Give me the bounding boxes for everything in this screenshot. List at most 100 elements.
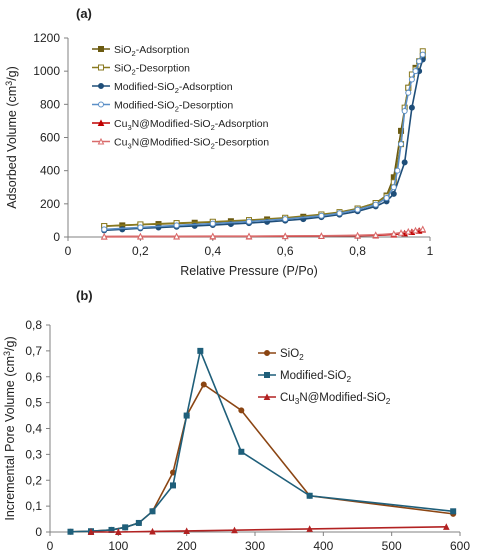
y-axis-title: Incremental Pore Volume (cm3/g)	[2, 336, 17, 520]
data-point	[408, 76, 415, 83]
x-tick-label: 100	[108, 539, 128, 550]
x-tick-label: 0,8	[349, 244, 366, 258]
data-point	[450, 508, 457, 515]
data-point	[412, 226, 419, 234]
legend-label: SiO2-Adsorption	[114, 44, 190, 58]
data-point	[398, 127, 405, 134]
series-3	[101, 51, 426, 233]
series-2	[87, 523, 450, 535]
x-tick-label: 0,4	[204, 244, 221, 258]
legend-label: Modified-SiO2	[280, 370, 351, 384]
data-point	[412, 68, 419, 75]
x-tick-label: 300	[245, 539, 265, 550]
y-tick-label: 0,8	[25, 318, 42, 332]
y-tick-label: 0,1	[25, 499, 42, 513]
y-tick-label: 600	[40, 131, 60, 145]
data-point	[238, 448, 245, 455]
data-point	[183, 527, 190, 534]
x-tick-label: 0,6	[277, 244, 294, 258]
y-tick-label: 0,7	[25, 344, 42, 358]
panel-a-label: (a)	[76, 6, 92, 21]
data-point	[390, 184, 397, 191]
legend-swatch-marker	[98, 64, 104, 71]
x-tick-label: 0	[65, 244, 72, 258]
data-point	[67, 528, 74, 535]
data-point	[401, 159, 408, 166]
data-point	[372, 231, 380, 238]
y-tick-label: 0,6	[25, 370, 42, 384]
x-tick-label: 200	[177, 539, 197, 550]
x-tick-label: 400	[313, 539, 333, 550]
data-point	[336, 210, 343, 217]
y-tick-label: 0	[35, 525, 42, 539]
data-point	[398, 141, 405, 148]
data-point	[170, 482, 176, 489]
legend-item: Cu3N@Modified-SiO2-Desorption	[92, 137, 269, 151]
series-line	[70, 348, 454, 533]
data-point	[173, 222, 180, 229]
legend-label: Modified-SiO2-Adsorption	[114, 81, 233, 95]
panel-b-chart: 0 100 200 300 400 500 600 0 0,1 0,2 0,3 0,4 0,5 0,6 0,…	[2, 318, 470, 553]
legend-swatch-marker	[97, 119, 105, 126]
panel-b-label: (b)	[76, 288, 93, 303]
data-point	[100, 232, 108, 240]
legend-label: SiO2	[280, 348, 304, 362]
data-point	[197, 347, 204, 354]
data-point	[282, 216, 289, 223]
data-point	[354, 206, 361, 213]
data-point	[137, 232, 144, 240]
series-1	[67, 347, 457, 535]
data-point	[209, 232, 217, 240]
y-tick-label: 200	[40, 197, 60, 211]
data-point	[238, 407, 245, 414]
data-point	[318, 212, 325, 219]
legend-label: Modified-SiO2-Desorption	[114, 100, 233, 114]
y-tick-label: 0,5	[25, 396, 42, 410]
legend-label: Cu3N@Modified-SiO2-Desorption	[114, 137, 269, 151]
x-tick-label: 500	[382, 539, 402, 550]
data-point	[209, 220, 216, 227]
data-point	[173, 232, 180, 240]
legend-item: SiO2-Adsorption	[92, 44, 190, 58]
data-point	[394, 167, 401, 174]
data-point	[135, 519, 142, 526]
data-point	[383, 195, 390, 202]
legend-item: Modified-SiO2-Adsorption	[92, 81, 233, 95]
data-point	[281, 232, 289, 240]
data-point	[115, 528, 122, 535]
legend-swatch-marker	[98, 46, 104, 52]
legend-label: Cu3N@Modified-SiO2	[280, 392, 391, 406]
data-point	[390, 230, 398, 237]
data-point	[404, 227, 412, 235]
data-point	[306, 525, 313, 532]
data-point	[405, 89, 412, 96]
legend-label: Cu3N@Modified-SiO2-Adsorption	[114, 118, 269, 132]
data-point	[149, 527, 156, 535]
legend-swatch-marker	[97, 137, 105, 145]
data-point	[390, 190, 397, 197]
y-tick-label: 400	[40, 164, 60, 178]
data-point	[122, 524, 129, 531]
legend-swatch-marker	[264, 350, 270, 356]
data-point	[401, 107, 408, 114]
legend-swatch-marker	[263, 393, 271, 400]
data-point	[306, 492, 313, 499]
y-tick-label: 800	[40, 97, 60, 111]
y-tick-label: 1200	[33, 31, 60, 45]
legend-item: SiO2-Desorption	[92, 63, 190, 77]
legend: SiO2-Adsorption SiO2-Desorption Modified-S…	[92, 44, 269, 151]
y-tick-label: 0	[53, 230, 60, 244]
legend-item: SiO2	[258, 348, 304, 362]
data-point	[137, 224, 144, 231]
series-5	[100, 225, 427, 240]
x-tick-label: 0	[47, 539, 54, 550]
x-tick-label: 0,2	[132, 244, 149, 258]
legend-swatch-marker	[264, 372, 270, 378]
data-point	[200, 381, 207, 388]
legend-item: Modified-SiO2	[258, 370, 351, 384]
data-point	[183, 412, 190, 419]
y-tick-label: 0,4	[25, 422, 42, 436]
y-tick-label: 1000	[33, 64, 60, 78]
y-tick-label: 0,2	[25, 473, 42, 487]
